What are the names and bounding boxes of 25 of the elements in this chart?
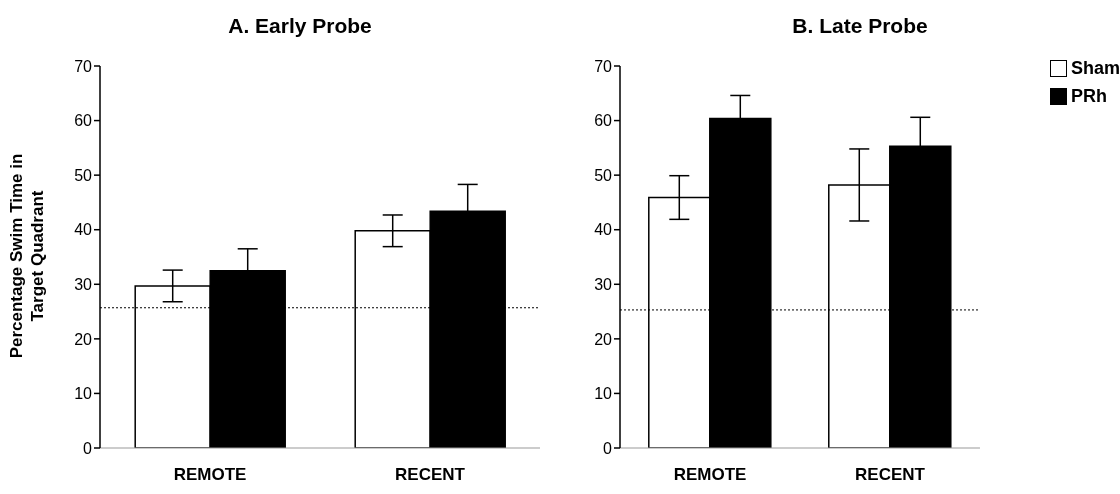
y-tick-label: 10 bbox=[74, 385, 93, 403]
y-tick-label: 50 bbox=[74, 166, 93, 184]
y-tick-label: 20 bbox=[594, 330, 613, 348]
chart-title: B. Late Probe bbox=[791, 14, 929, 38]
y-tick-label: 0 bbox=[83, 439, 93, 457]
y-tick-label: 40 bbox=[74, 221, 93, 239]
y-tick-label: 50 bbox=[594, 166, 613, 184]
y-tick-label: 60 bbox=[74, 112, 93, 130]
legend-label: Sham bbox=[1070, 57, 1120, 80]
x-tick-label: REMOTE bbox=[173, 465, 247, 485]
y-tick-label: 0 bbox=[603, 439, 613, 457]
x-tick-label: REMOTE bbox=[673, 465, 747, 485]
y-tick-label: 70 bbox=[74, 57, 93, 75]
y-tick-label: 30 bbox=[594, 275, 613, 293]
chart-title: A. Early Probe bbox=[227, 14, 373, 38]
y-tick-label: 60 bbox=[594, 112, 613, 130]
y-tick-label: 40 bbox=[594, 221, 613, 239]
y-tick-label: 20 bbox=[74, 330, 93, 348]
y-tick-label: 10 bbox=[594, 385, 613, 403]
y-tick-label: 30 bbox=[74, 275, 93, 293]
x-tick-label: RECENT bbox=[395, 465, 466, 485]
legend-label: PRh bbox=[1070, 85, 1107, 108]
y-axis-title: Percentage Swim Time in Target Quadrant bbox=[6, 152, 48, 361]
y-tick-label: 70 bbox=[594, 57, 613, 75]
x-tick-label: RECENT bbox=[855, 465, 926, 485]
